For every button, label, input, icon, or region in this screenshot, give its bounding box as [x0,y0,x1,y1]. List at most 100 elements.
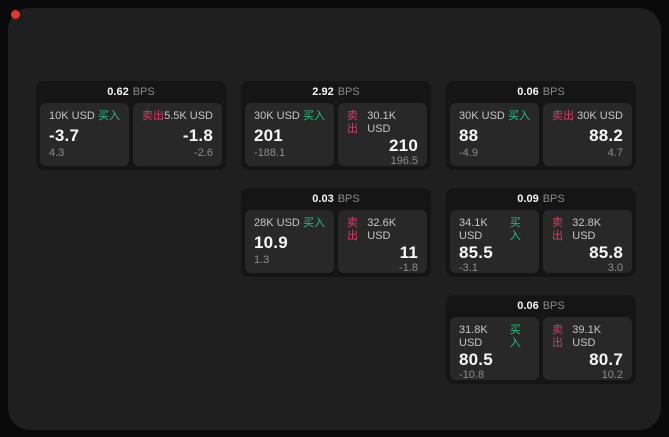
buy-tile[interactable]: 30K USD 买入 88 -4.9 [450,103,539,166]
card-body: 10K USD 买入 -3.7 4.3 卖出 5.5K USD -1.8 -2.… [36,103,226,170]
sell-tile[interactable]: 卖出 30.1K USD 210 196.5 [338,103,427,167]
quote-card: 0.03 BPS 28K USD 买入 10.9 1.3 卖出 32.6K US… [241,188,431,277]
card-bps-header: 0.09 BPS [446,188,636,210]
buy-price: 201 [254,125,283,145]
buy-amount: 31.8K USD [459,324,488,349]
sell-amount: 39.1K USD [572,324,602,349]
buy-delta: -10.8 [459,369,485,381]
recording-indicator-icon [11,10,20,19]
bps-unit-label: BPS [542,300,565,312]
quote-card: 0.62 BPS 10K USD 买入 -3.7 4.3 卖出 5.5K USD… [36,81,226,170]
sell-tile[interactable]: 卖出 32.8K USD 85.8 3.0 [543,210,632,274]
buy-tile-top: 30K USD 买入 [254,110,325,123]
sell-delta: 10.2 [601,369,623,381]
quote-card: 2.92 BPS 30K USD 买入 201 -188.1 卖出 30.1K … [241,81,431,170]
card-body: 34.1K USD 买入 85.5 -3.1 卖出 32.8K USD 85.8… [446,210,636,277]
sell-side-label: 卖出 [347,217,358,242]
sell-delta: -1.8 [399,262,418,274]
buy-delta: -3.1 [459,262,478,274]
sell-tile-top: 卖出 30K USD [552,110,623,123]
buy-price: 85.5 [459,243,493,262]
buy-tile[interactable]: 34.1K USD 买入 85.5 -3.1 [450,210,539,274]
buy-side-label: 买入 [98,110,120,122]
quote-card: 0.06 BPS 30K USD 买入 88 -4.9 卖出 30K USD 8… [446,81,636,170]
sell-side-label: 卖出 [142,110,164,122]
bps-value: 0.03 [312,193,334,205]
buy-tile-top: 34.1K USD 买入 [459,217,530,243]
sell-tile[interactable]: 卖出 39.1K USD 80.7 10.2 [543,317,632,381]
quote-card: 0.09 BPS 34.1K USD 买入 85.5 -3.1 卖出 32.8K… [446,188,636,277]
bps-value: 2.92 [312,86,334,98]
sell-side-label: 卖出 [347,110,358,135]
buy-amount: 28K USD [254,217,300,229]
sell-delta: 196.5 [390,155,418,167]
bps-value: 0.09 [517,193,539,205]
sell-delta: 3.0 [607,262,623,274]
buy-tile[interactable]: 30K USD 买入 201 -188.1 [245,103,334,166]
sell-tile-top: 卖出 5.5K USD [142,110,213,123]
sell-side-label: 卖出 [552,217,563,242]
buy-side-label: 买入 [509,217,521,242]
card-bps-header: 0.03 BPS [241,188,431,210]
buy-price: 80.5 [459,350,493,369]
buy-amount: 30K USD [254,110,300,122]
sell-price: -1.8 [182,125,213,145]
sell-amount: 32.6K USD [367,217,397,242]
sell-amount: 32.8K USD [572,217,602,242]
sell-price: 11 [399,243,418,262]
buy-delta: -188.1 [254,147,286,159]
sell-tile-top: 卖出 32.6K USD [347,217,418,243]
sell-price: 210 [389,136,418,155]
buy-amount: 30K USD [459,110,505,122]
buy-tile[interactable]: 10K USD 买入 -3.7 4.3 [40,103,129,166]
sell-tile[interactable]: 卖出 5.5K USD -1.8 -2.6 [133,103,222,166]
sell-tile[interactable]: 卖出 30K USD 88.2 4.7 [543,103,632,166]
sell-tile-top: 卖出 32.8K USD [552,217,623,243]
bps-value: 0.06 [517,86,539,98]
buy-delta: -4.9 [459,147,478,159]
card-bps-header: 0.62 BPS [36,81,226,103]
bps-unit-label: BPS [542,193,565,205]
card-bps-header: 0.06 BPS [446,295,636,317]
bps-value: 0.06 [517,300,539,312]
bps-unit-label: BPS [337,193,360,205]
sell-price: 85.8 [589,243,623,262]
card-grid: 0.62 BPS 10K USD 买入 -3.7 4.3 卖出 5.5K USD… [8,8,661,430]
sell-tile-top: 卖出 39.1K USD [552,324,623,350]
buy-price: 88 [459,125,479,145]
quote-card: 0.06 BPS 31.8K USD 买入 80.5 -10.8 卖出 39.1… [446,295,636,384]
card-bps-header: 2.92 BPS [241,81,431,103]
sell-tile[interactable]: 卖出 32.6K USD 11 -1.8 [338,210,427,274]
buy-tile[interactable]: 31.8K USD 买入 80.5 -10.8 [450,317,539,381]
card-body: 31.8K USD 买入 80.5 -10.8 卖出 39.1K USD 80.… [446,317,636,384]
card-bps-header: 0.06 BPS [446,81,636,103]
bps-unit-label: BPS [132,86,155,98]
sell-delta: -2.6 [194,147,213,159]
buy-tile-top: 31.8K USD 买入 [459,324,530,350]
buy-side-label: 买入 [303,217,325,229]
buy-tile[interactable]: 28K USD 买入 10.9 1.3 [245,210,334,273]
buy-side-label: 买入 [303,110,325,122]
sell-delta: 4.7 [607,147,623,159]
sell-side-label: 卖出 [552,110,574,122]
buy-price: -3.7 [49,125,80,145]
buy-amount: 10K USD [49,110,95,122]
sell-price: 88.2 [589,125,623,145]
sell-side-label: 卖出 [552,324,563,349]
buy-tile-top: 10K USD 买入 [49,110,120,123]
card-body: 30K USD 买入 201 -188.1 卖出 30.1K USD 210 1… [241,103,431,170]
sell-amount: 30K USD [577,110,623,122]
buy-delta: 4.3 [49,147,65,159]
bps-value: 0.62 [107,86,129,98]
sell-amount: 30.1K USD [367,110,397,135]
sell-amount: 5.5K USD [164,110,213,122]
buy-tile-top: 28K USD 买入 [254,217,325,230]
buy-side-label: 买入 [509,324,521,349]
app-panel: 0.62 BPS 10K USD 买入 -3.7 4.3 卖出 5.5K USD… [8,8,661,430]
bps-unit-label: BPS [542,86,565,98]
card-body: 30K USD 买入 88 -4.9 卖出 30K USD 88.2 4.7 [446,103,636,170]
sell-tile-top: 卖出 30.1K USD [347,110,418,136]
bps-unit-label: BPS [337,86,360,98]
sell-price: 80.7 [589,350,623,369]
buy-delta: 1.3 [254,254,270,266]
